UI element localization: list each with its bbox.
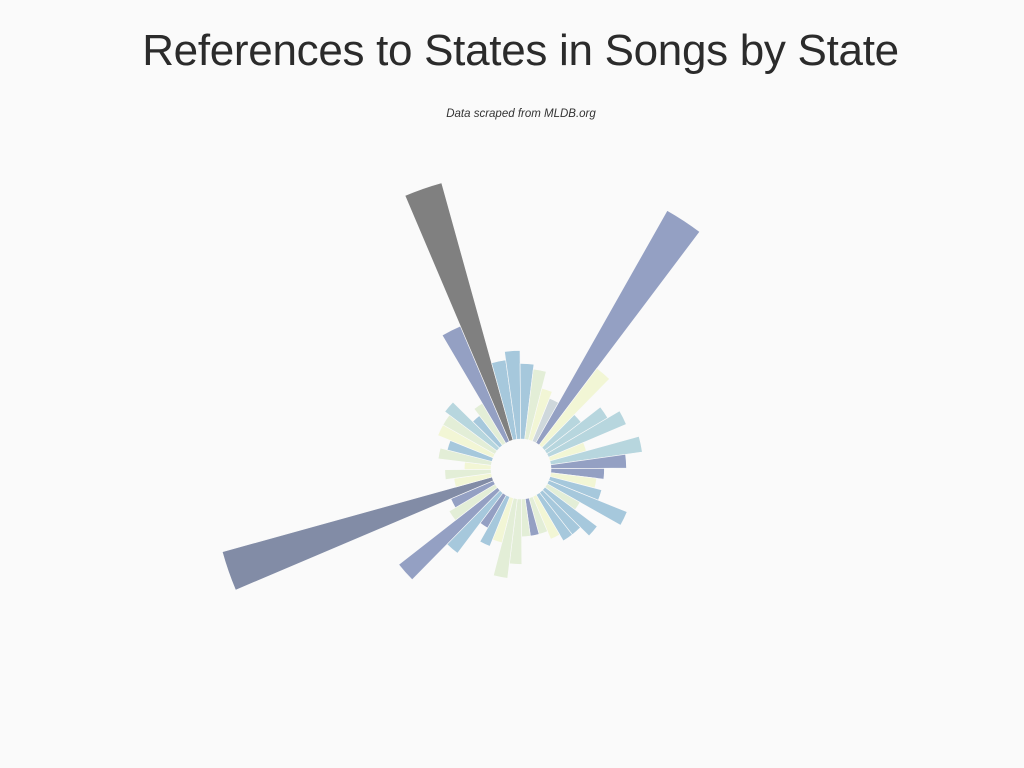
slice-9[interactable] [550,453,627,470]
slice-28[interactable] [398,487,501,581]
slice-18[interactable] [532,494,561,540]
slice-33[interactable] [444,468,492,480]
slice-6[interactable] [546,410,627,458]
chart-title: References to States in Songs by State [142,26,899,75]
slice-10[interactable] [550,467,605,480]
slice-45[interactable] [504,350,522,440]
slice-2[interactable] [535,210,701,446]
slice-13[interactable] [546,479,628,526]
slice-31[interactable] [221,476,494,591]
slice-15[interactable] [541,486,598,537]
slice-47[interactable] [524,368,547,441]
slice-35[interactable] [437,447,493,466]
chart-subtitle: Data scraped from MLDB.org [446,108,596,120]
slice-17[interactable] [535,492,573,542]
chart-slices [221,182,701,591]
slice-29[interactable] [448,483,498,521]
slice-39[interactable] [444,401,501,452]
slice-48[interactable] [528,387,553,442]
slice-23[interactable] [493,497,518,579]
slice-8[interactable] [549,435,643,466]
slice-25[interactable] [479,494,511,547]
slice-3[interactable] [538,367,610,449]
slice-46[interactable] [519,363,535,440]
slice-43[interactable] [404,182,514,442]
